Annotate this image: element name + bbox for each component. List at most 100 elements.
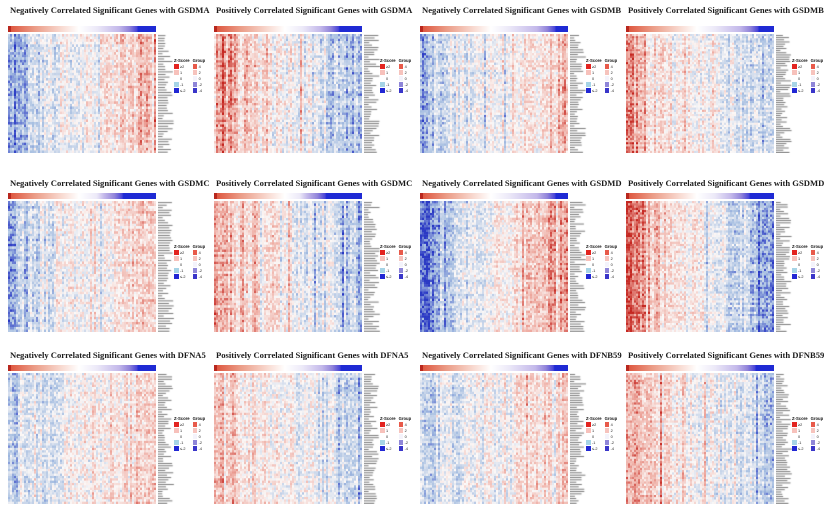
panel-title: Negatively Correlated Significant Genes …	[422, 350, 622, 360]
legend-label: -1	[592, 268, 596, 273]
group-annotation-bar	[626, 365, 774, 371]
legend-swatch	[586, 428, 591, 433]
annotation-bar-startcap	[214, 26, 217, 32]
legend-entry: ≤-2	[174, 274, 190, 279]
legend-label: 4	[610, 250, 613, 255]
legend-swatch	[792, 268, 797, 273]
legend-entry: ≤-2	[586, 88, 602, 93]
group-annotation-bar	[214, 193, 362, 199]
heatmap-legend: Z-Score ≥2 1 0 -1 ≤-2 Group 4 2 0 -2 -4	[586, 416, 617, 451]
legend-swatch	[380, 76, 385, 81]
legend-label: -1	[180, 82, 184, 87]
gene-row-labels	[158, 373, 178, 504]
legend-entry: 2	[604, 428, 618, 433]
heatmap-legend: Z-Score ≥2 1 0 -1 ≤-2 Group 4 2 0 -2 -4	[174, 244, 205, 279]
legend-swatch	[192, 250, 198, 255]
legend-swatch	[604, 64, 610, 69]
panel-title: Positively Correlated Significant Genes …	[216, 350, 409, 360]
legend-swatch	[398, 268, 404, 273]
legend-entry: ≤-2	[792, 274, 808, 279]
legend-entry: 2	[810, 428, 824, 433]
legend-swatch	[604, 70, 610, 75]
legend-label: -4	[198, 446, 202, 451]
legend-label: 1	[386, 256, 389, 261]
legend-entry: 0	[792, 76, 808, 81]
panel-title: Negatively Correlated Significant Genes …	[10, 350, 206, 360]
group-annotation-bar	[420, 26, 568, 32]
legend-label: -2	[404, 268, 408, 273]
annotation-bar-startcap	[626, 365, 629, 371]
legend-entry: 1	[174, 256, 190, 261]
legend-swatch	[586, 268, 591, 273]
group-annotation-bar	[420, 193, 568, 199]
legend-swatch	[192, 428, 198, 433]
legend-swatch	[604, 440, 610, 445]
group-annotation-bar	[8, 365, 156, 371]
group-legend: Group 4 2 0 -2 -4	[604, 58, 618, 93]
legend-swatch	[380, 440, 385, 445]
legend-entry: -2	[398, 82, 412, 87]
legend-swatch	[604, 274, 610, 279]
legend-swatch	[398, 70, 404, 75]
group-annotation-bar	[214, 365, 362, 371]
heatmap-legend: Z-Score ≥2 1 0 -1 ≤-2 Group 4 2 0 -2 -4	[586, 244, 617, 279]
legend-entry: -4	[398, 88, 412, 93]
legend-entry: -4	[604, 446, 618, 451]
legend-swatch	[192, 446, 198, 451]
legend-label: 0	[610, 434, 613, 439]
legend-swatch	[174, 440, 179, 445]
legend-swatch	[586, 422, 591, 427]
legend-label: 1	[180, 428, 183, 433]
group-legend-title: Group	[604, 58, 618, 63]
legend-entry: ≤-2	[586, 446, 602, 451]
legend-label: 0	[404, 76, 407, 81]
legend-swatch	[380, 422, 385, 427]
heatmap-panel: Negatively Correlated Significant Genes …	[0, 342, 206, 513]
legend-label: 0	[816, 434, 819, 439]
legend-label: -4	[198, 88, 202, 93]
legend-label: 2	[198, 428, 201, 433]
legend-entry: -1	[174, 440, 190, 445]
legend-swatch	[810, 434, 816, 439]
legend-entry: -1	[586, 82, 602, 87]
legend-entry: 2	[398, 70, 412, 75]
legend-swatch	[586, 70, 591, 75]
legend-label: 1	[180, 256, 183, 261]
legend-swatch	[810, 76, 816, 81]
legend-swatch	[604, 250, 610, 255]
zscore-legend-title: Z-Score	[380, 416, 396, 421]
legend-entry: ≥2	[586, 422, 602, 427]
annotation-bar-startcap	[420, 365, 423, 371]
legend-swatch	[192, 268, 198, 273]
legend-swatch	[174, 64, 179, 69]
legend-entry: ≥2	[792, 64, 808, 69]
legend-label: 2	[816, 70, 819, 75]
zscore-legend: Z-Score ≥2 1 0 -1 ≤-2	[792, 244, 808, 279]
legend-swatch	[174, 422, 179, 427]
legend-entry: 0	[810, 262, 824, 267]
legend-entry: -4	[810, 446, 824, 451]
legend-swatch	[604, 262, 610, 267]
legend-entry: -1	[380, 268, 396, 273]
gene-row-labels	[364, 373, 384, 504]
legend-label: 0	[816, 76, 819, 81]
zscore-legend: Z-Score ≥2 1 0 -1 ≤-2	[380, 416, 396, 451]
legend-label: ≥2	[180, 422, 185, 427]
legend-label: -2	[816, 82, 820, 87]
legend-label: 0	[386, 434, 389, 439]
legend-swatch	[398, 88, 404, 93]
legend-swatch	[810, 440, 816, 445]
legend-label: ≥2	[798, 64, 803, 69]
legend-label: 0	[798, 262, 801, 267]
legend-swatch	[810, 422, 816, 427]
group-legend: Group 4 2 0 -2 -4	[192, 58, 205, 93]
legend-swatch	[380, 262, 385, 267]
legend-entry: 1	[380, 428, 396, 433]
heatmap-panel: Positively Correlated Significant Genes …	[618, 170, 824, 342]
gene-row-labels	[776, 373, 796, 504]
legend-entry: 4	[810, 64, 824, 69]
annotation-bar-startcap	[214, 193, 217, 199]
legend-label: 1	[180, 70, 183, 75]
group-legend-title: Group	[810, 244, 824, 249]
legend-swatch	[810, 70, 816, 75]
